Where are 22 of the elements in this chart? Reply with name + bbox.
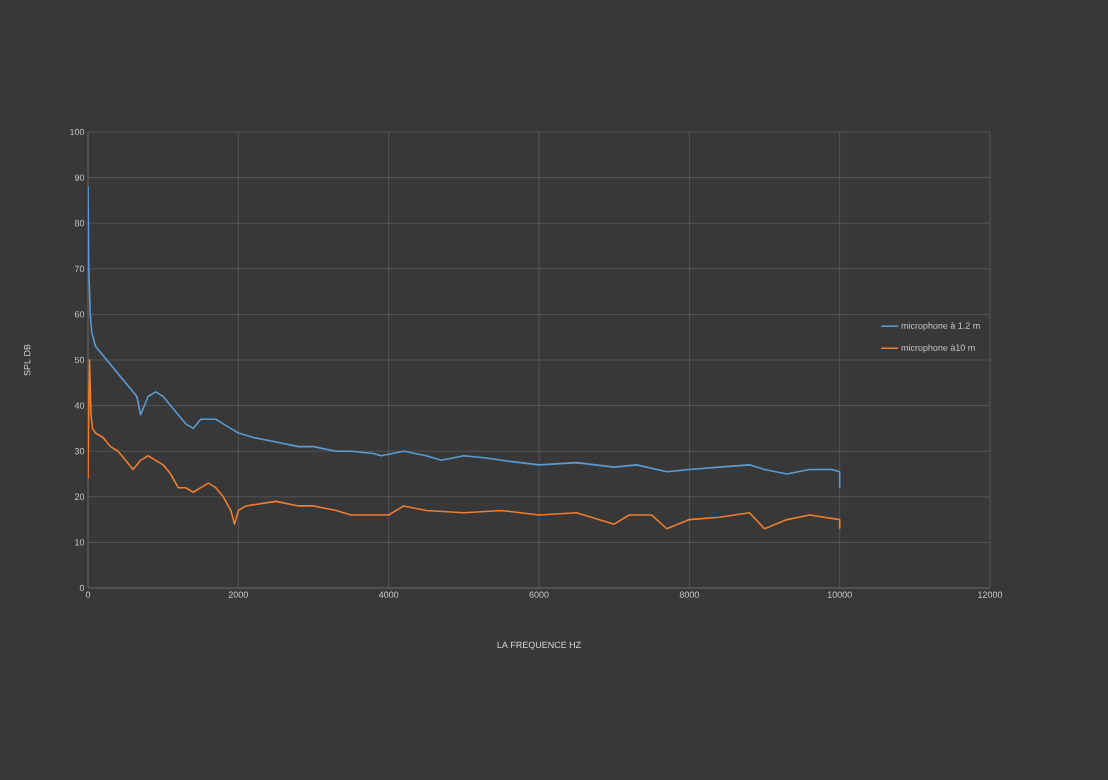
y-tick-label: 30 bbox=[74, 448, 85, 455]
y-tick-label: 80 bbox=[74, 220, 85, 227]
y-tick-label: 0 bbox=[79, 584, 85, 592]
y-tick-label: 70 bbox=[74, 265, 85, 272]
legend-label: microphone à 1.2 m bbox=[901, 322, 980, 331]
y-tick-label: 20 bbox=[74, 493, 85, 500]
x-tick-label: 4000 bbox=[378, 591, 399, 598]
y-tick-label: 100 bbox=[70, 128, 85, 136]
y-tick-label: 10 bbox=[75, 539, 85, 546]
x-tick-label: 0 bbox=[85, 591, 91, 598]
y-tick-label: 90 bbox=[74, 174, 85, 181]
y-tick-label: 40 bbox=[74, 402, 85, 409]
x-tick-label: 12000 bbox=[978, 591, 1003, 598]
x-axis-title: LA FREQUENCE HZ bbox=[497, 641, 581, 650]
x-tick-label: 10000 bbox=[827, 591, 852, 598]
x-tick-label: 8000 bbox=[679, 591, 699, 598]
legend-label: microphone à10 m bbox=[901, 344, 975, 353]
x-tick-label: 2000 bbox=[228, 591, 248, 598]
y-axis-title: SPL DB bbox=[24, 344, 31, 376]
x-tick-label: 6000 bbox=[529, 591, 549, 598]
y-tick-label: 60 bbox=[74, 311, 85, 318]
y-tick-label: 50 bbox=[74, 356, 85, 364]
